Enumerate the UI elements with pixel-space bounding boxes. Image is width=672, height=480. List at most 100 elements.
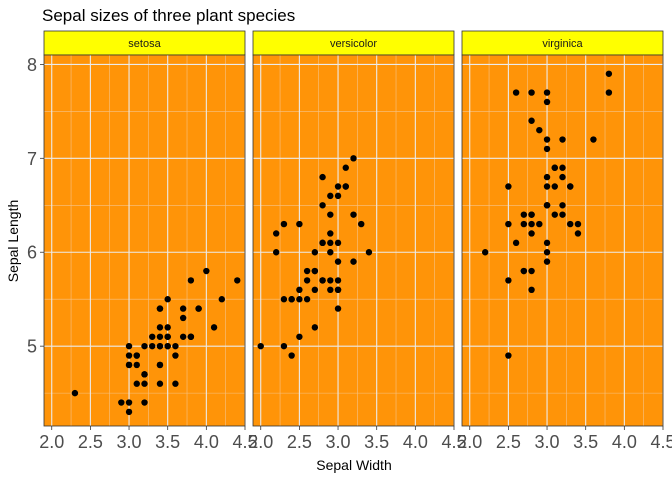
data-point bbox=[296, 220, 303, 228]
data-point bbox=[288, 352, 295, 359]
data-point bbox=[303, 296, 311, 303]
data-point bbox=[125, 399, 133, 406]
data-point bbox=[505, 220, 512, 228]
data-point bbox=[559, 136, 566, 143]
data-point bbox=[327, 211, 334, 218]
data-point bbox=[149, 333, 156, 340]
data-point bbox=[118, 399, 125, 406]
x-tick-label: 2.5 bbox=[287, 432, 312, 452]
panel-background-setosa bbox=[44, 55, 245, 426]
data-point bbox=[125, 408, 133, 416]
data-point bbox=[528, 286, 535, 294]
data-point bbox=[334, 192, 342, 200]
data-point bbox=[319, 202, 326, 209]
data-point bbox=[272, 249, 280, 256]
data-point bbox=[125, 361, 133, 369]
data-point bbox=[528, 117, 535, 124]
data-point bbox=[280, 220, 288, 228]
data-point bbox=[319, 239, 326, 247]
data-point bbox=[567, 220, 574, 228]
data-point bbox=[141, 371, 148, 378]
data-point bbox=[543, 202, 551, 209]
data-point bbox=[141, 380, 148, 387]
data-point bbox=[543, 258, 551, 265]
data-point bbox=[358, 220, 365, 228]
data-point bbox=[156, 305, 164, 312]
data-point bbox=[296, 296, 303, 303]
y-tick-label: 5 bbox=[27, 337, 37, 357]
data-point bbox=[350, 211, 357, 218]
data-point bbox=[605, 70, 613, 77]
data-point bbox=[156, 342, 164, 350]
facet-versicolor: versicolor 2.0 2.5 3.0 3.5 4.0 4.5 bbox=[248, 30, 467, 452]
data-point bbox=[365, 249, 373, 256]
data-point bbox=[311, 286, 319, 294]
data-point bbox=[327, 277, 334, 284]
data-point bbox=[350, 155, 357, 162]
data-point bbox=[520, 211, 528, 218]
data-point bbox=[311, 324, 319, 331]
y-tick-label: 6 bbox=[27, 243, 37, 263]
strip-versicolor bbox=[252, 30, 455, 56]
facet-panels: setosa 2.0 2.5 3.0 3.5 4.0 4.5 versicolor 2.0 2.5… bbox=[39, 30, 672, 452]
data-point bbox=[528, 230, 535, 237]
facet-setosa: setosa 2.0 2.5 3.0 3.5 4.0 4.5 bbox=[39, 30, 258, 452]
data-point bbox=[319, 277, 326, 284]
data-point bbox=[481, 249, 489, 256]
data-point bbox=[536, 220, 543, 228]
data-point bbox=[327, 239, 334, 247]
data-point bbox=[543, 239, 551, 247]
y-tick-label: 7 bbox=[27, 149, 37, 169]
chart-title: Sepal sizes of three plant species bbox=[42, 6, 295, 25]
data-point bbox=[156, 380, 164, 387]
data-point bbox=[574, 220, 582, 228]
data-point bbox=[567, 183, 574, 190]
data-point bbox=[164, 333, 171, 340]
data-point bbox=[543, 89, 551, 96]
data-point bbox=[327, 192, 334, 200]
data-point bbox=[187, 277, 195, 284]
data-point bbox=[257, 342, 264, 350]
data-point bbox=[520, 220, 528, 228]
data-point bbox=[133, 361, 140, 369]
panel-border-virginica bbox=[461, 54, 664, 427]
data-point bbox=[141, 342, 148, 350]
data-point bbox=[559, 202, 566, 209]
x-axis-label: Sepal Width bbox=[316, 457, 391, 473]
facet-virginica: virginica 2.0 2.5 3.0 3.5 4.0 4.5 bbox=[457, 30, 672, 452]
data-point bbox=[590, 136, 597, 143]
data-point bbox=[210, 324, 218, 331]
data-point bbox=[520, 267, 528, 275]
data-point bbox=[71, 389, 79, 397]
data-point bbox=[319, 173, 326, 181]
strip-label-versicolor: versicolor bbox=[330, 38, 377, 50]
data-point bbox=[574, 230, 582, 237]
data-point bbox=[551, 211, 558, 218]
data-point bbox=[334, 305, 342, 312]
data-point bbox=[334, 286, 342, 294]
panel-border-versicolor bbox=[252, 54, 455, 427]
data-point bbox=[342, 183, 349, 190]
data-point bbox=[528, 211, 535, 218]
strip-label-virginica: virginica bbox=[542, 38, 583, 50]
data-point bbox=[179, 314, 187, 322]
x-tick-label: 4.0 bbox=[612, 432, 637, 452]
data-point bbox=[172, 352, 179, 359]
data-point bbox=[172, 380, 179, 387]
data-point bbox=[156, 361, 164, 369]
data-point bbox=[528, 89, 535, 96]
data-point bbox=[559, 164, 566, 171]
x-tick-label: 3.5 bbox=[364, 432, 389, 452]
x-tick-label: 2.0 bbox=[39, 432, 64, 452]
data-point bbox=[288, 296, 295, 303]
x-tick-label: 3.0 bbox=[326, 432, 351, 452]
data-point bbox=[133, 352, 140, 359]
data-point bbox=[528, 220, 535, 228]
data-point bbox=[528, 267, 535, 275]
data-point bbox=[141, 399, 148, 406]
panel-background-virginica bbox=[462, 55, 663, 426]
data-point bbox=[164, 324, 171, 331]
data-point bbox=[543, 173, 551, 181]
data-point bbox=[543, 145, 551, 153]
